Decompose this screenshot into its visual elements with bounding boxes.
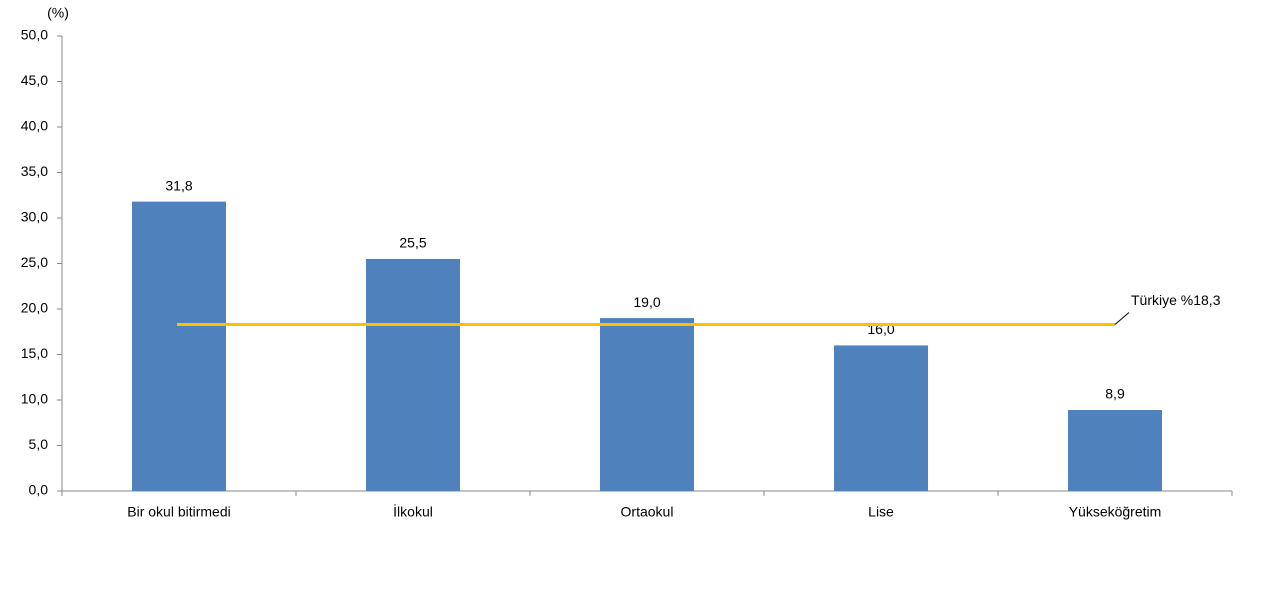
bar	[834, 345, 928, 491]
x-tick-label: Lise	[868, 504, 894, 520]
bar	[1068, 410, 1162, 491]
y-tick-label: 10,0	[21, 391, 48, 407]
y-tick-label: 20,0	[21, 300, 48, 316]
reference-label: Türkiye %18,3	[1131, 292, 1221, 308]
x-tick-label: Yükseköğretim	[1069, 504, 1162, 520]
y-tick-label: 5,0	[29, 436, 49, 452]
x-tick-label: İlkokul	[393, 503, 433, 520]
y-unit-label: (%)	[47, 5, 69, 21]
y-tick-label: 50,0	[21, 27, 48, 43]
value-label: 19,0	[633, 294, 660, 310]
y-tick-label: 40,0	[21, 118, 48, 134]
x-tick-label: Bir okul bitirmedi	[127, 504, 230, 520]
y-tick-label: 25,0	[21, 254, 48, 270]
value-label: 8,9	[1105, 386, 1125, 402]
y-tick-label: 35,0	[21, 163, 48, 179]
bar	[132, 201, 226, 491]
y-tick-label: 15,0	[21, 345, 48, 361]
bar	[366, 258, 460, 491]
value-label: 31,8	[165, 177, 192, 193]
y-tick-label: 0,0	[29, 482, 49, 498]
y-tick-label: 30,0	[21, 209, 48, 225]
bar	[600, 318, 694, 491]
y-tick-label: 45,0	[21, 72, 48, 88]
reference-leader	[1114, 312, 1130, 325]
value-label: 25,5	[399, 235, 426, 251]
x-tick-label: Ortaokul	[621, 504, 674, 520]
